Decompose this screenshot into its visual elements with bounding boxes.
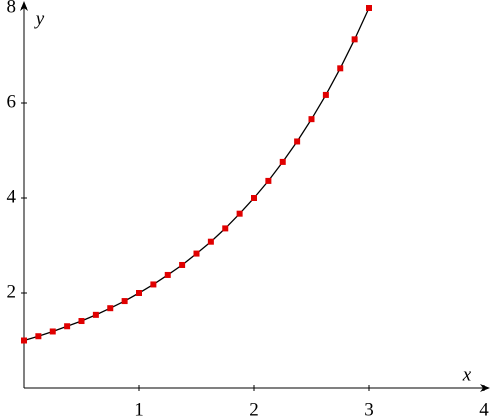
marker <box>21 337 27 344</box>
marker <box>121 298 128 305</box>
x-tick-label: 1 <box>134 399 144 420</box>
marker <box>279 158 286 165</box>
marker <box>294 138 301 145</box>
marker <box>322 91 329 98</box>
marker <box>207 238 214 245</box>
x-tick-label: 3 <box>364 399 374 420</box>
marker <box>136 290 142 296</box>
x-tick-label: 4 <box>479 399 489 420</box>
marker <box>236 210 243 217</box>
marker <box>308 116 315 123</box>
marker <box>366 5 372 11</box>
marker <box>35 333 42 340</box>
y-tick-label: 2 <box>7 281 17 302</box>
marker <box>107 305 114 312</box>
marker <box>64 323 71 330</box>
x-tick-label: 2 <box>249 399 259 420</box>
y-tick-label: 8 <box>7 0 17 17</box>
marker <box>49 328 56 335</box>
marker <box>265 177 272 184</box>
curve <box>23 7 370 342</box>
marker <box>92 311 99 318</box>
marker <box>251 195 257 201</box>
marker <box>150 281 157 288</box>
marker <box>78 318 85 325</box>
x-axis-label: x <box>462 364 472 385</box>
marker <box>351 36 358 43</box>
y-axis-label: y <box>34 8 45 29</box>
y-tick-label: 4 <box>7 186 17 207</box>
marker <box>164 271 171 278</box>
marker <box>193 250 200 257</box>
marker <box>337 65 344 72</box>
y-tick-label: 6 <box>7 91 17 112</box>
marker <box>179 261 186 268</box>
marker <box>222 225 229 232</box>
